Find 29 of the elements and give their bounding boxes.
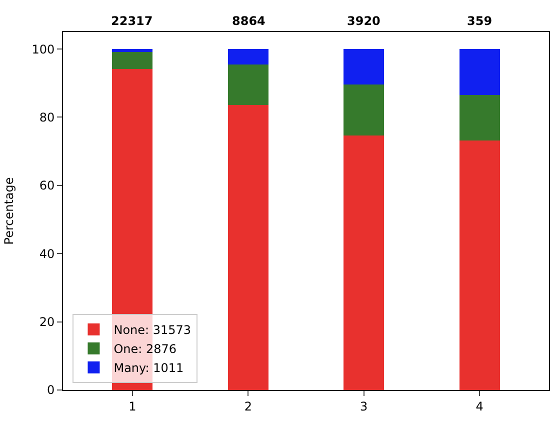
y-tick-label: 80 [39,110,55,124]
legend-label: One: 2876 [114,342,177,356]
legend-label: Many: 1011 [114,361,184,376]
bar [112,52,153,69]
bar [459,140,500,390]
bar [459,49,500,96]
bar [459,95,500,140]
y-tick-label: 0 [46,383,55,398]
bar [344,49,384,85]
y-tick-label: 60 [39,178,55,193]
bar [228,64,268,105]
y-tick-label: 40 [39,246,55,261]
text: 359 [467,14,492,28]
x-tick-label: 1 [128,399,136,414]
bar [228,49,268,64]
x-tick-label: 4 [476,399,484,414]
legend-label: None: 31573 [114,323,192,338]
text: 8864 [232,14,266,28]
bar [112,49,153,52]
bar [344,136,384,390]
x-tick-label: 3 [360,399,368,414]
text: 3920 [347,14,380,28]
text: 22317 [111,14,153,28]
y-axis-title: Percentage [2,177,16,245]
bar [228,104,268,390]
bar [344,84,384,136]
x-tick-label: 2 [244,399,252,414]
y-tick-label: 20 [39,315,55,330]
y-tick-label: 100 [32,42,55,56]
